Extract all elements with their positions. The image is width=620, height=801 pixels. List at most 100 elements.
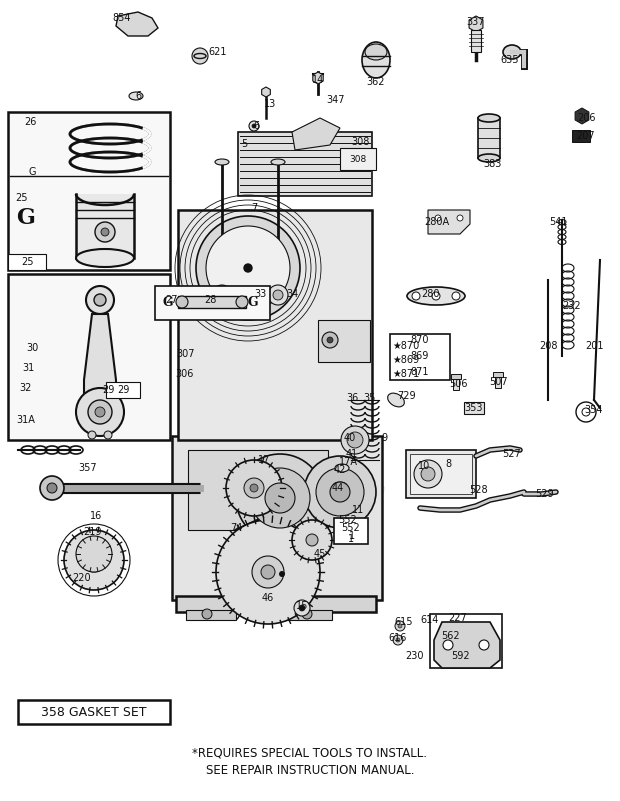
Text: 26: 26 [24,117,36,127]
Bar [430,614,502,668]
Circle shape [316,468,364,516]
Text: ★870: ★870 [392,341,419,351]
Text: 357: 357 [79,463,97,473]
Circle shape [268,285,288,305]
Circle shape [279,571,285,577]
Text: 15: 15 [296,601,308,611]
Bar [155,286,270,320]
Circle shape [76,388,124,436]
Text: 347: 347 [327,95,345,105]
Bar [188,450,328,530]
Text: 206: 206 [577,113,595,123]
Circle shape [294,600,310,616]
Circle shape [196,216,300,320]
Text: 529: 529 [534,489,553,499]
Circle shape [479,640,489,650]
Circle shape [249,121,259,131]
Text: 541: 541 [549,217,567,227]
Text: 308: 308 [351,137,369,147]
Circle shape [88,400,112,424]
Text: 41: 41 [346,449,358,459]
Text: 383: 383 [483,159,501,169]
Circle shape [398,624,402,628]
Circle shape [443,640,453,650]
Text: 729: 729 [397,391,415,401]
Circle shape [302,609,312,619]
Circle shape [76,536,112,572]
Text: 870: 870 [410,335,429,345]
Text: SEE REPAIR INSTRUCTION MANUAL.: SEE REPAIR INSTRUCTION MANUAL. [206,763,414,776]
Text: 11: 11 [352,505,364,515]
Text: 40: 40 [344,433,356,443]
Bar [464,402,484,414]
Circle shape [432,292,440,300]
Text: 7: 7 [251,203,257,213]
Circle shape [261,565,275,579]
Bar [572,130,590,142]
Ellipse shape [335,464,349,472]
Circle shape [176,296,188,308]
Ellipse shape [365,44,387,60]
Ellipse shape [129,92,143,100]
Text: 25: 25 [20,257,33,267]
Circle shape [252,556,284,588]
Text: 280A: 280A [425,217,450,227]
Circle shape [393,635,403,645]
Ellipse shape [478,154,500,162]
Text: 33: 33 [254,289,266,299]
Polygon shape [292,118,340,150]
Circle shape [250,468,310,528]
Polygon shape [84,314,116,406]
Text: 308: 308 [350,155,366,164]
Text: 307: 307 [177,349,195,359]
Text: 29: 29 [102,385,114,395]
Bar [453,376,459,390]
Text: 615: 615 [395,617,414,627]
Bar [451,374,461,379]
Bar [106,382,140,398]
Ellipse shape [215,159,229,165]
Text: 552: 552 [342,523,360,533]
Circle shape [252,124,256,128]
Circle shape [206,226,290,310]
Text: 17: 17 [258,455,270,465]
Circle shape [192,48,208,64]
Text: 8: 8 [445,459,451,469]
Circle shape [396,638,400,642]
Circle shape [104,431,112,439]
Text: 36: 36 [346,393,358,403]
Circle shape [64,530,124,590]
Text: 31: 31 [22,363,34,373]
Bar [340,148,376,170]
Circle shape [304,456,376,528]
Text: 31A: 31A [17,415,35,425]
Text: 337: 337 [467,17,485,27]
Circle shape [101,228,109,236]
Circle shape [40,476,64,500]
Text: 506: 506 [449,379,467,389]
Ellipse shape [76,249,134,267]
Text: 207: 207 [577,131,595,141]
Circle shape [265,483,295,513]
Circle shape [273,290,283,300]
Circle shape [421,467,435,481]
Text: 358 GASKET SET: 358 GASKET SET [42,706,147,718]
Text: 29: 29 [117,385,129,395]
Text: 562: 562 [441,631,459,641]
Text: 28: 28 [204,295,216,305]
Circle shape [327,337,333,343]
Circle shape [299,605,305,611]
Text: 27: 27 [166,295,179,305]
Text: 869: 869 [411,351,429,361]
Text: 46: 46 [262,593,274,603]
Text: 527: 527 [503,449,521,459]
Text: 6: 6 [253,121,259,131]
Text: *REQUIRES SPECIAL TOOLS TO INSTALL.: *REQUIRES SPECIAL TOOLS TO INSTALL. [192,747,428,759]
Bar [8,112,170,270]
Text: 45: 45 [314,549,326,559]
Bar [238,132,372,196]
Ellipse shape [388,393,404,407]
Ellipse shape [478,114,500,122]
Text: 30: 30 [26,343,38,353]
Circle shape [82,548,106,572]
